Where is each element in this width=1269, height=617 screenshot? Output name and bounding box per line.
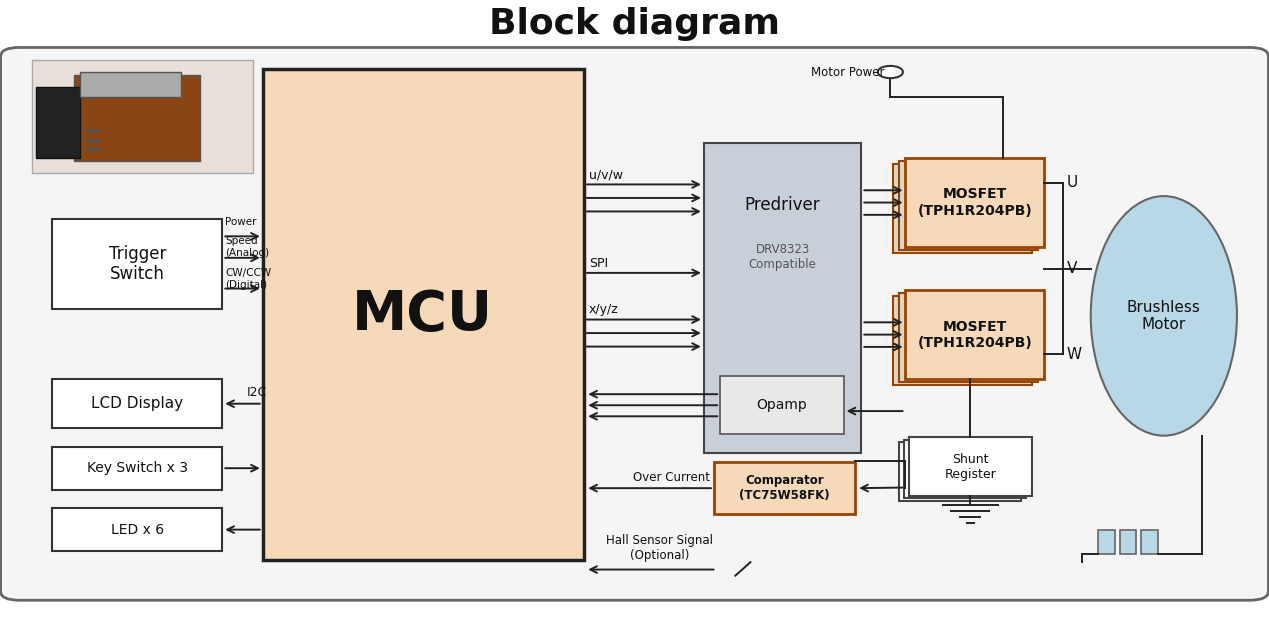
Text: Block diagram: Block diagram (489, 7, 780, 41)
FancyBboxPatch shape (80, 72, 180, 97)
Text: V: V (1067, 261, 1077, 276)
Text: Predriver: Predriver (745, 196, 820, 213)
Text: MCU: MCU (353, 288, 494, 342)
Text: x/y/z: x/y/z (589, 303, 619, 317)
FancyBboxPatch shape (900, 442, 1022, 501)
Text: MOSFET
(TPH1R204PB): MOSFET (TPH1R204PB) (917, 320, 1032, 350)
FancyBboxPatch shape (714, 462, 855, 514)
FancyBboxPatch shape (704, 143, 862, 453)
Text: LCD Display: LCD Display (91, 396, 183, 411)
Text: Opamp: Opamp (756, 398, 807, 412)
Text: Motor Power: Motor Power (811, 65, 884, 78)
FancyBboxPatch shape (893, 296, 1032, 385)
Text: CW/CCW
(Digital): CW/CCW (Digital) (225, 268, 272, 289)
FancyBboxPatch shape (906, 290, 1044, 379)
Text: W: W (1067, 347, 1082, 362)
Text: Trigger
Switch: Trigger Switch (109, 244, 166, 283)
FancyBboxPatch shape (1098, 529, 1114, 554)
Text: Shunt
Register: Shunt Register (944, 453, 996, 481)
Text: Comparator
(TC75W58FK): Comparator (TC75W58FK) (739, 474, 830, 502)
FancyBboxPatch shape (52, 508, 222, 551)
FancyBboxPatch shape (900, 293, 1038, 382)
Text: U: U (1067, 175, 1079, 191)
FancyBboxPatch shape (263, 69, 584, 560)
FancyBboxPatch shape (900, 161, 1038, 250)
FancyBboxPatch shape (52, 379, 222, 428)
FancyBboxPatch shape (32, 60, 253, 173)
Text: Power: Power (225, 217, 256, 227)
FancyBboxPatch shape (52, 220, 222, 308)
FancyBboxPatch shape (906, 158, 1044, 247)
Text: u/v/w: u/v/w (589, 168, 623, 181)
FancyBboxPatch shape (721, 376, 844, 434)
Text: Key Switch x 3: Key Switch x 3 (86, 461, 188, 475)
FancyBboxPatch shape (910, 437, 1032, 496)
Text: LED x 6: LED x 6 (110, 523, 164, 537)
FancyBboxPatch shape (36, 88, 80, 158)
Text: DRV8323
Compatible: DRV8323 Compatible (749, 244, 816, 271)
FancyBboxPatch shape (905, 440, 1027, 499)
Circle shape (878, 66, 904, 78)
Text: Speed
(Analog): Speed (Analog) (225, 236, 269, 257)
FancyBboxPatch shape (1141, 529, 1157, 554)
FancyBboxPatch shape (893, 164, 1032, 253)
FancyBboxPatch shape (1119, 529, 1136, 554)
Text: Over Current: Over Current (633, 471, 711, 484)
FancyBboxPatch shape (0, 48, 1269, 600)
FancyBboxPatch shape (74, 75, 199, 161)
Text: Brushless
Motor: Brushless Motor (1127, 300, 1200, 332)
Ellipse shape (1091, 196, 1237, 436)
FancyBboxPatch shape (52, 447, 222, 490)
Text: Hall Sensor Signal
(Optional): Hall Sensor Signal (Optional) (607, 534, 713, 562)
Text: MOSFET
(TPH1R204PB): MOSFET (TPH1R204PB) (917, 188, 1032, 218)
Text: SPI: SPI (589, 257, 608, 270)
Text: I2C: I2C (246, 386, 266, 399)
